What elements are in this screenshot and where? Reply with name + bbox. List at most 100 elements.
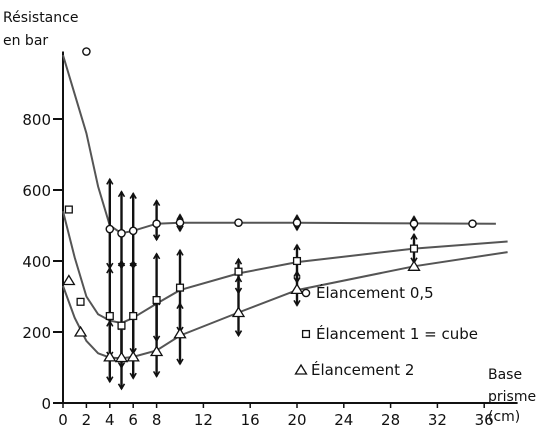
x-tick-label: 24 — [334, 411, 353, 427]
legend-label: Élancement 0,5 — [316, 283, 434, 302]
legend-marker-circle — [301, 288, 311, 298]
error-bar-cap-top — [106, 177, 114, 185]
error-bar-cap-top — [234, 275, 243, 283]
y-tick-label: 800 — [22, 111, 51, 129]
plot-area — [62, 47, 508, 391]
x-tick-label: 6 — [128, 411, 138, 427]
error-bar-cap-bottom — [176, 358, 184, 366]
x-tick-label: 36 — [475, 411, 494, 427]
data-point — [64, 205, 73, 214]
x-tick-label: 2 — [82, 411, 92, 427]
legend-marker-triangle — [294, 363, 308, 375]
x-tick-label: 8 — [152, 411, 162, 427]
data-point — [231, 306, 246, 318]
legend-entry-2: Élancement 1 = cube — [301, 324, 478, 343]
error-bar-cap-top — [293, 270, 301, 278]
error-bar-cap-bottom — [106, 376, 114, 384]
legend-label: Élancement 1 = cube — [316, 324, 478, 343]
error-bar-cap-top — [293, 243, 301, 251]
y-tick-label: 200 — [22, 324, 51, 342]
error-bar-cap-bottom — [117, 383, 126, 391]
x-tick-label: 12 — [194, 411, 213, 427]
legend-entry-3: Élancement 2 — [294, 360, 414, 379]
data-point — [175, 218, 185, 227]
series-2 — [62, 211, 508, 370]
error-bar-cap-top — [176, 302, 184, 310]
data-point — [126, 350, 140, 362]
data-point — [173, 327, 187, 339]
x-axis-title-line-3: (cm) — [488, 409, 520, 425]
error-bar-cap-bottom — [234, 330, 243, 338]
error-bar-cap-bottom — [176, 225, 184, 233]
data-point — [175, 283, 185, 292]
x-tick-label: 20 — [287, 411, 306, 427]
error-bar-cap-top — [106, 319, 114, 327]
data-point — [149, 345, 164, 357]
data-point — [76, 297, 85, 306]
data-point — [292, 218, 302, 227]
y-tick-label: 400 — [22, 253, 51, 271]
error-bar-cap-top — [106, 266, 114, 274]
error-bar-cap-bottom — [152, 370, 161, 378]
data-point — [82, 47, 91, 56]
y-axis-title-line-2: en bar — [3, 33, 48, 49]
x-tick-label: 16 — [241, 411, 260, 427]
data-point — [152, 295, 161, 305]
y-tick-label: 0 — [41, 395, 51, 413]
data-point — [468, 219, 477, 229]
x-axis-title-line-1: Base — [488, 367, 522, 383]
x-tick-label: 4 — [105, 411, 115, 427]
data-point — [117, 321, 126, 330]
data-point — [128, 226, 138, 236]
error-bar-cap-top — [129, 191, 137, 199]
x-axis-title-line-2: prisme — [488, 389, 536, 405]
data-point — [152, 219, 161, 229]
data-point — [73, 325, 88, 337]
x-axis-title: Base prisme (cm) — [488, 367, 536, 425]
error-bar-cap-top — [176, 213, 184, 221]
data-point — [105, 311, 114, 321]
error-bar-cap-bottom — [293, 299, 301, 307]
data-point — [129, 311, 138, 321]
series-3-markers — [62, 260, 421, 363]
error-bar-cap-top — [176, 248, 184, 256]
series-1-markers — [82, 47, 477, 238]
error-bar-cap-top — [117, 259, 126, 267]
data-point — [234, 218, 243, 227]
data-point — [105, 224, 115, 234]
data-point — [114, 351, 129, 363]
data-point — [234, 267, 243, 276]
series-line — [62, 54, 496, 235]
y-axis-title-line-1: Résistance — [3, 10, 78, 26]
legend-label: Élancement 2 — [311, 360, 414, 379]
x-tick-label: 28 — [381, 411, 400, 427]
data-point — [62, 274, 76, 286]
data-point — [290, 283, 304, 295]
x-tick-label: 0 — [58, 411, 68, 427]
data-point — [409, 219, 419, 229]
data-point — [117, 229, 126, 238]
error-bar-cap-top — [234, 257, 243, 265]
error-bar-cap-bottom — [152, 234, 161, 242]
error-bar-cap-top — [410, 232, 418, 240]
series-1 — [62, 54, 496, 270]
error-bar-cap-top — [129, 259, 137, 267]
data-point — [292, 256, 302, 266]
data-point — [409, 244, 419, 253]
error-bar-cap-top — [117, 190, 126, 198]
data-point — [407, 260, 421, 271]
x-tick-label: 32 — [428, 411, 447, 427]
error-bar-cap-top — [152, 199, 161, 207]
series-line — [62, 211, 508, 325]
legend-marker-square — [301, 329, 311, 339]
y-axis-title: Résistance en bar — [3, 10, 78, 49]
series-2-markers — [64, 205, 419, 330]
data-point — [103, 350, 117, 362]
error-bar-cap-top — [152, 252, 161, 260]
error-bar-cap-bottom — [129, 372, 137, 380]
legend: Élancement 0,5 Élancement 1 = cube Élancem… — [294, 283, 478, 379]
legend-entry-1: Élancement 0,5 — [301, 283, 434, 302]
y-tick-label: 600 — [22, 182, 51, 200]
